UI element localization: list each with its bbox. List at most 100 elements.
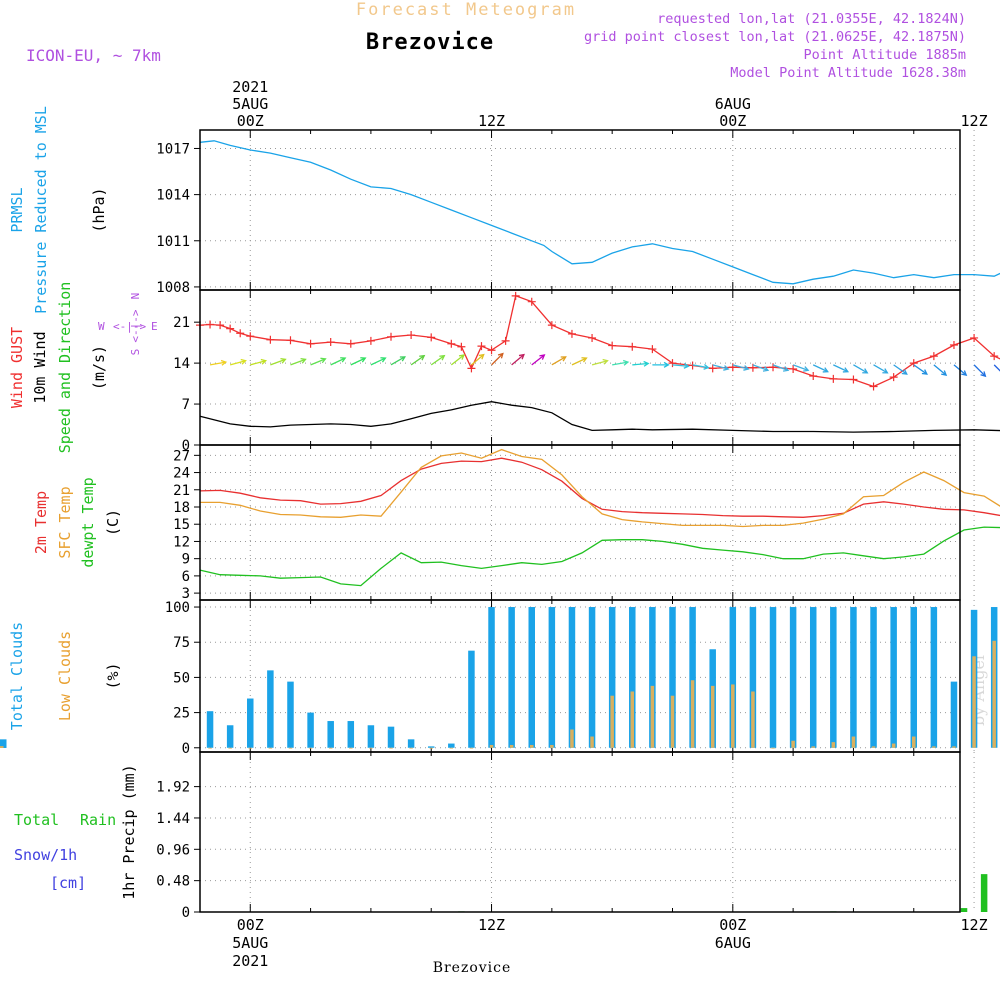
compass-south: S [129,349,142,356]
compass-east: E [151,320,158,333]
gust-point [588,333,597,342]
bar-low-clouds [409,747,413,749]
bar-total-clouds [548,607,556,748]
wind-arrow [873,364,888,374]
wind-arrow-head [783,366,790,372]
wind-arrow-head [862,368,869,374]
axis-label: Wind GUST [8,327,26,408]
wind-arrow [270,358,286,366]
series-line-gust [199,294,1000,388]
gust-point [728,363,737,372]
wind-arrow [410,355,425,366]
bar-total-clouds [608,607,616,748]
gust-point [949,340,958,349]
footer-location: Brezovice [433,960,512,976]
wind-arrow-head [842,367,850,373]
wind-arrow-head [518,353,525,360]
bar-low-clouds [710,685,715,748]
bar-total [960,908,968,912]
bar-total-clouds [488,607,495,748]
wind-arrow [692,364,709,369]
wind-arrow-head [941,370,948,377]
bar-low-clouds [891,743,896,748]
wind-arrow-head [643,360,650,367]
bar-total-clouds [629,607,636,748]
y-tick-label: 25 [173,706,190,722]
bar-total-clouds [427,746,435,748]
wind-arrow-head [280,358,287,364]
bar-low-clouds [791,740,795,748]
gust-point [326,338,335,347]
panel-wind: 0 7 14 21 Wind GUST 10m Wind Speed and Directi… [8,282,1000,454]
requested-point: requested lon,lat (21.0355E, 42.1824N) [657,11,966,27]
wind-arrow-head [622,359,630,366]
panel-clouds: 0 25 50 75 100 Total Clouds Low Clouds (%) [0,599,998,757]
axis-label: 2m Temp [32,491,50,554]
y-tick-label: 0 [182,438,190,454]
bar-total-clouds [407,739,415,748]
y-tick-label: 0 [182,905,190,921]
bar-total-clouds [789,607,797,748]
bar-low-clouds [912,736,916,748]
y-tick-label: 14 [173,356,190,372]
wind-arrow-head [458,354,465,360]
bar-total-clouds [729,607,737,748]
gust-point [909,359,918,368]
wind-arrow-head [581,357,588,363]
wind-arrow [893,364,908,375]
gust-point [829,374,838,383]
wind-arrow [229,360,246,366]
bar-low-clouds [449,747,454,749]
wind-arrow [792,364,809,371]
y-tick-label: 3 [182,586,190,602]
bar-total-clouds [267,670,274,748]
wind-arrow [250,360,266,366]
bar-total-clouds [0,739,7,748]
bar-total-clouds [649,607,656,748]
gust-point [346,339,355,348]
bar-low-clouds [630,691,635,748]
wind-arrow-head [360,357,367,363]
wind-arrow-head [300,358,307,364]
axis-label: PRMSL [8,187,26,232]
y-tick-label: 27 [173,448,190,464]
wind-arrow-head [497,352,504,359]
bar-low-clouds [389,747,393,749]
bar-total-clouds [689,607,696,748]
wind-arrow-head [439,354,446,361]
axis-label: (%) [104,662,122,689]
y-tick-label: 18 [173,500,190,516]
gust-point [427,333,436,342]
compass-ew-arrow: <-|-> [113,320,146,333]
wind-arrow [209,361,226,366]
axis-label: Total [14,811,59,829]
bar-total-clouds [206,711,214,748]
location-title: Brezovice [366,30,494,55]
gust-point [457,342,466,351]
time-label-bottom: 00Z [237,916,264,934]
wind-arrow-head [822,367,829,373]
time-label-bottom: 2021 [232,952,268,970]
model-name: ICON-EU, ~ 7km [26,46,161,65]
bar-low-clouds [610,695,614,748]
gust-point [929,352,938,361]
wind-arrow [732,364,749,370]
panel-frame [199,129,961,291]
compass-north: N [129,293,142,300]
bar-total-clouds [468,650,475,748]
gust-point [501,336,510,345]
model-altitude: Model Point Altitude 1628.38m [730,65,966,81]
bar-total-clouds [749,607,757,748]
axis-label: (C) [104,509,122,536]
axis-label: SFC Temp [56,486,74,558]
gust-point [567,329,576,338]
bar-low-clouds [208,747,212,749]
wind-arrow [913,364,928,375]
wind-arrow [310,358,326,366]
series-line-2m-temp [199,457,1000,518]
gust-point [366,336,375,345]
bar-low-clouds [469,747,474,749]
bar-low-clouds [932,746,936,748]
